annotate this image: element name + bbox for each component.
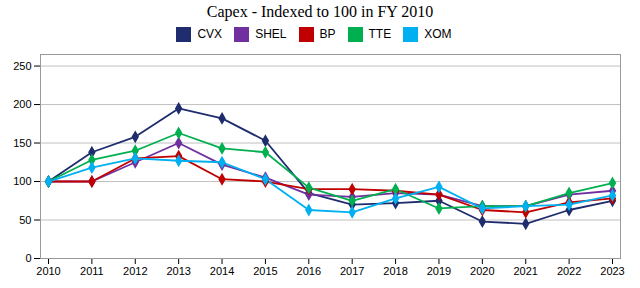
svg-text:2023: 2023 bbox=[600, 265, 624, 277]
svg-text:2012: 2012 bbox=[123, 265, 147, 277]
html-text:SHEL: SHEL bbox=[255, 27, 287, 41]
svg-text:2022: 2022 bbox=[557, 265, 581, 277]
svg-text:2013: 2013 bbox=[166, 265, 190, 277]
html-text:Capex - Indexed to 100 in FY 2: Capex - Indexed to 100 in FY 2010 bbox=[206, 3, 434, 20]
svg-text:100: 100 bbox=[13, 175, 31, 187]
svg-text:2015: 2015 bbox=[253, 265, 277, 277]
html-text:CVX: CVX bbox=[197, 27, 223, 41]
svg-text:2010: 2010 bbox=[36, 265, 60, 277]
html-text:TTE: TTE bbox=[368, 27, 392, 41]
svg-text:2020: 2020 bbox=[470, 265, 494, 277]
svg-text:2019: 2019 bbox=[427, 265, 451, 277]
svg-text:2016: 2016 bbox=[297, 265, 321, 277]
svg-text:2014: 2014 bbox=[210, 265, 234, 277]
svg-text:0: 0 bbox=[25, 252, 31, 264]
svg-text:200: 200 bbox=[13, 98, 31, 110]
svg-text:150: 150 bbox=[13, 137, 31, 149]
svg-text:2021: 2021 bbox=[513, 265, 537, 277]
svg-text:2018: 2018 bbox=[383, 265, 407, 277]
svg-text:250: 250 bbox=[13, 60, 31, 72]
html-text:BP: BP bbox=[319, 27, 336, 41]
svg-text:50: 50 bbox=[19, 214, 31, 226]
svg-text:2011: 2011 bbox=[80, 265, 104, 277]
html-text:XOM: XOM bbox=[424, 27, 452, 41]
svg-text:2017: 2017 bbox=[340, 265, 364, 277]
